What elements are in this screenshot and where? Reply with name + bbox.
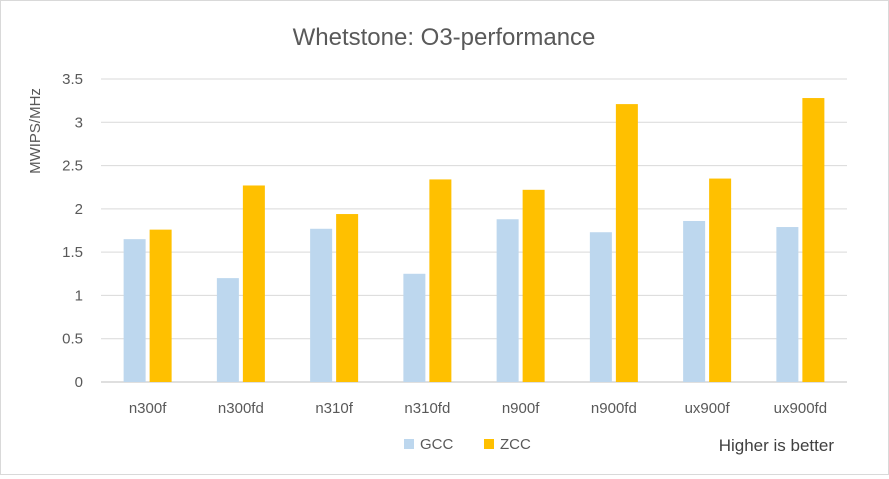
bar-zcc-n310fd <box>429 179 452 382</box>
x-tick-label: n310fd <box>404 400 450 417</box>
x-tick-label: n900fd <box>591 400 637 417</box>
x-axis-ticks: n300f n300fd n310f n310fd n900f n900fd ux900f u… <box>129 400 827 417</box>
bar-gcc-n300f <box>123 239 146 382</box>
bar-gcc-ux900f <box>683 220 706 382</box>
x-tick-label: ux900f <box>685 400 731 417</box>
legend-label-gcc: GCC <box>420 436 454 453</box>
annotation-text: Higher is better <box>719 436 835 455</box>
bar-gcc-n310f <box>310 228 333 382</box>
bar-zcc-n300fd <box>242 185 265 382</box>
y-tick-label: 1 <box>75 287 83 304</box>
y-axis-title: MWIPS/MHz <box>27 88 44 174</box>
y-tick-label: 0 <box>75 374 83 391</box>
bar-gcc-n310fd <box>403 273 426 382</box>
bar-gcc-n900f <box>496 219 519 382</box>
bar-gcc-n900fd <box>589 232 612 382</box>
y-tick-label: 2.5 <box>62 158 83 175</box>
gridlines <box>101 78 847 383</box>
x-tick-label: n900f <box>502 400 540 417</box>
x-tick-label: ux900fd <box>774 400 827 417</box>
legend-swatch-zcc <box>484 439 494 449</box>
bar-gcc-ux900fd <box>776 227 799 382</box>
y-tick-label: 2 <box>75 201 83 218</box>
chart-title: Whetstone: O3-performance <box>293 24 596 51</box>
y-axis-ticks: 0 0.5 1 1.5 2 2.5 3 3.5 <box>62 71 83 391</box>
bar-gcc-n300fd <box>216 278 239 382</box>
bar-zcc-ux900fd <box>802 98 825 382</box>
y-tick-label: 0.5 <box>62 331 83 348</box>
y-tick-label: 3.5 <box>62 71 83 88</box>
x-tick-label: n310f <box>315 400 353 417</box>
bar-zcc-n300f <box>149 229 172 382</box>
bar-zcc-n900f <box>522 189 545 382</box>
y-tick-label: 1.5 <box>62 244 83 261</box>
bar-zcc-n310f <box>336 214 359 382</box>
bar-zcc-ux900f <box>709 178 732 382</box>
x-tick-label: n300fd <box>218 400 264 417</box>
x-tick-label: n300f <box>129 400 167 417</box>
y-tick-label: 3 <box>75 114 83 131</box>
legend: GCC ZCC <box>404 436 531 453</box>
bars <box>123 98 825 382</box>
bar-zcc-n900fd <box>615 104 638 382</box>
legend-swatch-gcc <box>404 439 414 449</box>
legend-label-zcc: ZCC <box>500 436 531 453</box>
